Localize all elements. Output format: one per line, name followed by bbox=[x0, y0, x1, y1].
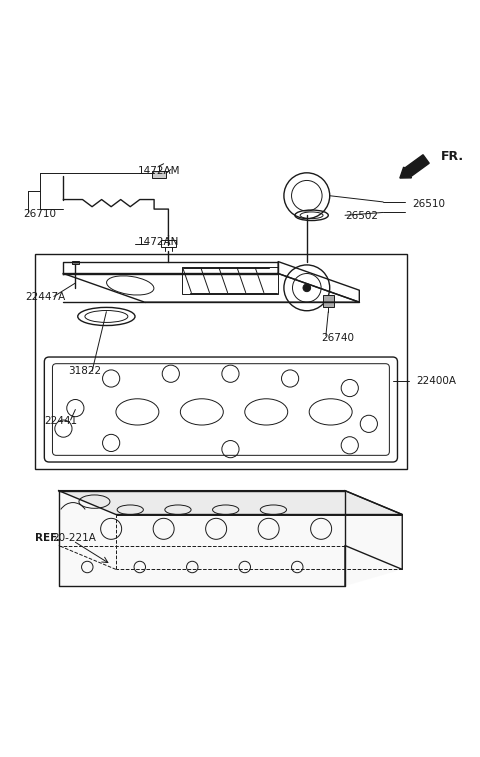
Bar bbox=[182, 266, 278, 294]
Text: 20-221A: 20-221A bbox=[52, 534, 96, 544]
Text: 26710: 26710 bbox=[23, 209, 56, 219]
Text: 22447A: 22447A bbox=[25, 292, 65, 302]
Text: 26510: 26510 bbox=[412, 199, 445, 210]
Text: FR.: FR. bbox=[441, 150, 464, 163]
Text: 1472AM: 1472AM bbox=[137, 166, 180, 176]
Polygon shape bbox=[59, 491, 402, 515]
Text: 26740: 26740 bbox=[321, 333, 354, 343]
Polygon shape bbox=[59, 491, 402, 586]
Text: 1472AN: 1472AN bbox=[137, 238, 179, 248]
Bar bbox=[152, 171, 166, 178]
Text: 31822: 31822 bbox=[68, 366, 101, 376]
Bar bbox=[35, 254, 407, 469]
Text: 22400A: 22400A bbox=[417, 376, 456, 386]
FancyArrow shape bbox=[400, 154, 429, 178]
Text: 26502: 26502 bbox=[345, 211, 378, 221]
Circle shape bbox=[303, 284, 311, 291]
Bar bbox=[161, 240, 176, 248]
Text: REF.: REF. bbox=[35, 534, 60, 544]
Polygon shape bbox=[72, 260, 79, 264]
Text: 22441: 22441 bbox=[44, 416, 77, 426]
Bar bbox=[323, 295, 334, 307]
